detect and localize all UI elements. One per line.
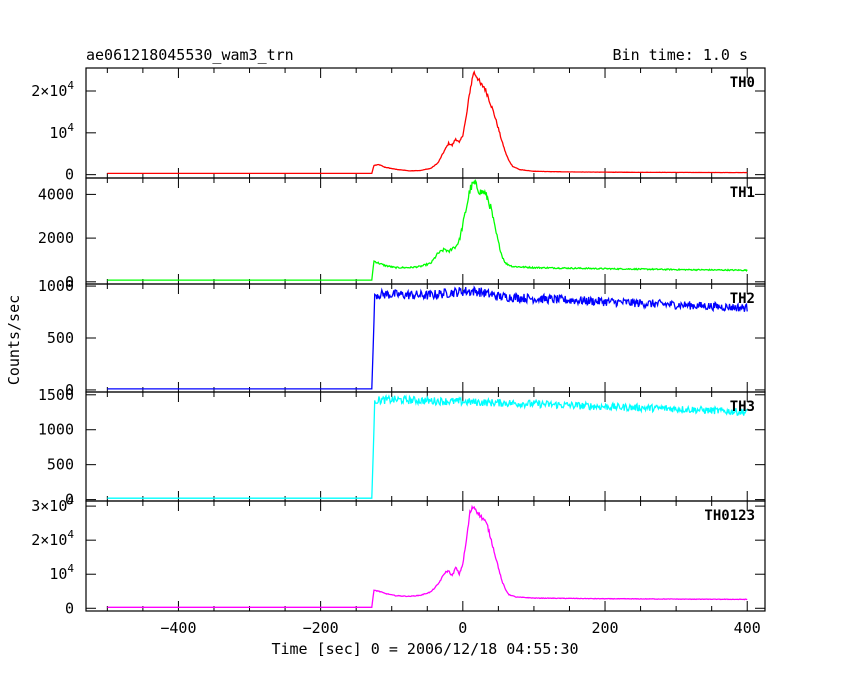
- y-tick-label: 0: [65, 166, 74, 184]
- panel-frame: [85, 67, 766, 179]
- y-tick-label: 104: [49, 562, 74, 583]
- x-axis-title: Time [sec] 0 = 2006/12/18 04:55:30: [271, 640, 578, 658]
- x-tick-label: 0: [458, 619, 467, 637]
- panel-th1: 0 2000 4000 TH1: [38, 177, 766, 291]
- x-tick-label: 200: [591, 619, 618, 637]
- y-tick-label: 1500: [38, 386, 74, 404]
- panel-label-th1: TH1: [730, 185, 755, 201]
- panel-frame: [85, 500, 766, 612]
- y-tick-label: 0: [65, 599, 74, 617]
- series-line-th0: [107, 70, 748, 175]
- y-tick-label: 0: [65, 273, 74, 291]
- x-tick-label: −400: [160, 619, 196, 637]
- chart-title: ae061218045530_wam3_trn: [86, 46, 294, 64]
- panel-frame: [85, 177, 766, 285]
- y-tick-label: 2×104: [31, 79, 74, 100]
- x-tick-label: 400: [734, 619, 761, 637]
- y-axis-title: Counts/sec: [5, 295, 23, 385]
- y-tick-label: 3×104: [31, 494, 74, 515]
- panel-label-th0: TH0: [730, 75, 755, 91]
- panel-label-th0123: TH0123: [704, 508, 755, 524]
- panel-label-th2: TH2: [730, 291, 755, 307]
- y-tick-label: 2000: [38, 229, 74, 247]
- series-line-th3: [107, 393, 748, 499]
- series-line-th0123: [107, 504, 748, 608]
- y-tick-label: 104: [49, 121, 74, 142]
- panel-frame: [85, 283, 766, 393]
- y-tick-label: 0: [65, 381, 74, 399]
- panel-label-th3: TH3: [730, 399, 755, 415]
- y-tick-label: 0: [65, 491, 74, 509]
- series-line-th1: [107, 178, 748, 281]
- panel-th0: 0 104 2×104 TH0: [31, 67, 766, 184]
- panel-th2: 0 500 1000 TH2: [38, 277, 766, 399]
- y-tick-label: 1000: [38, 277, 74, 295]
- bin-time-label: Bin time: 1.0 s: [613, 46, 748, 64]
- y-tick-label: 4000: [38, 185, 74, 203]
- y-tick-label: 1000: [38, 421, 74, 439]
- y-tick-label: 500: [47, 456, 74, 474]
- series-line-th2: [107, 285, 748, 390]
- panel-th0123: 0 104 2×104 3×104 TH0123: [31, 494, 766, 617]
- y-tick-label: 2×104: [31, 528, 74, 549]
- x-tick-label: −200: [303, 619, 339, 637]
- y-tick-label: 500: [47, 329, 74, 347]
- panel-th3: 0 500 1000 1500 TH3: [38, 386, 766, 509]
